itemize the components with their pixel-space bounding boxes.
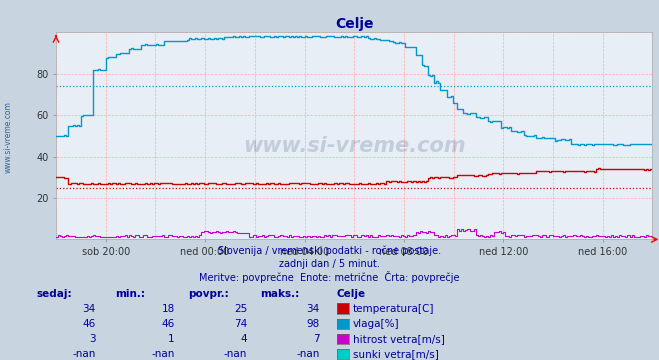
Text: sunki vetra[m/s]: sunki vetra[m/s] (353, 350, 438, 360)
Text: -nan: -nan (152, 350, 175, 360)
Text: -nan: -nan (297, 350, 320, 360)
Text: Slovenija / vremenski podatki - ročne postaje.: Slovenija / vremenski podatki - ročne po… (218, 245, 441, 256)
Text: 3: 3 (89, 334, 96, 345)
Text: maks.:: maks.: (260, 289, 300, 299)
Text: 34: 34 (306, 304, 320, 314)
Text: 34: 34 (82, 304, 96, 314)
Text: www.si-vreme.com: www.si-vreme.com (3, 101, 13, 173)
Text: hitrost vetra[m/s]: hitrost vetra[m/s] (353, 334, 444, 345)
Text: 7: 7 (313, 334, 320, 345)
Title: Celje: Celje (335, 17, 374, 31)
Text: povpr.:: povpr.: (188, 289, 229, 299)
Text: Meritve: povprečne  Enote: metrične  Črta: povprečje: Meritve: povprečne Enote: metrične Črta:… (199, 271, 460, 283)
Text: 4: 4 (241, 334, 247, 345)
Text: Celje: Celje (336, 289, 365, 299)
Text: min.:: min.: (115, 289, 146, 299)
Text: 18: 18 (161, 304, 175, 314)
Text: zadnji dan / 5 minut.: zadnji dan / 5 minut. (279, 260, 380, 270)
Text: sedaj:: sedaj: (36, 289, 72, 299)
Text: 46: 46 (161, 319, 175, 329)
Text: www.si-vreme.com: www.si-vreme.com (243, 136, 465, 156)
Text: 74: 74 (234, 319, 247, 329)
Text: temperatura[C]: temperatura[C] (353, 304, 434, 314)
Text: 25: 25 (234, 304, 247, 314)
Text: 1: 1 (168, 334, 175, 345)
Text: vlaga[%]: vlaga[%] (353, 319, 399, 329)
Text: 98: 98 (306, 319, 320, 329)
Text: 46: 46 (82, 319, 96, 329)
Text: -nan: -nan (72, 350, 96, 360)
Text: -nan: -nan (224, 350, 247, 360)
